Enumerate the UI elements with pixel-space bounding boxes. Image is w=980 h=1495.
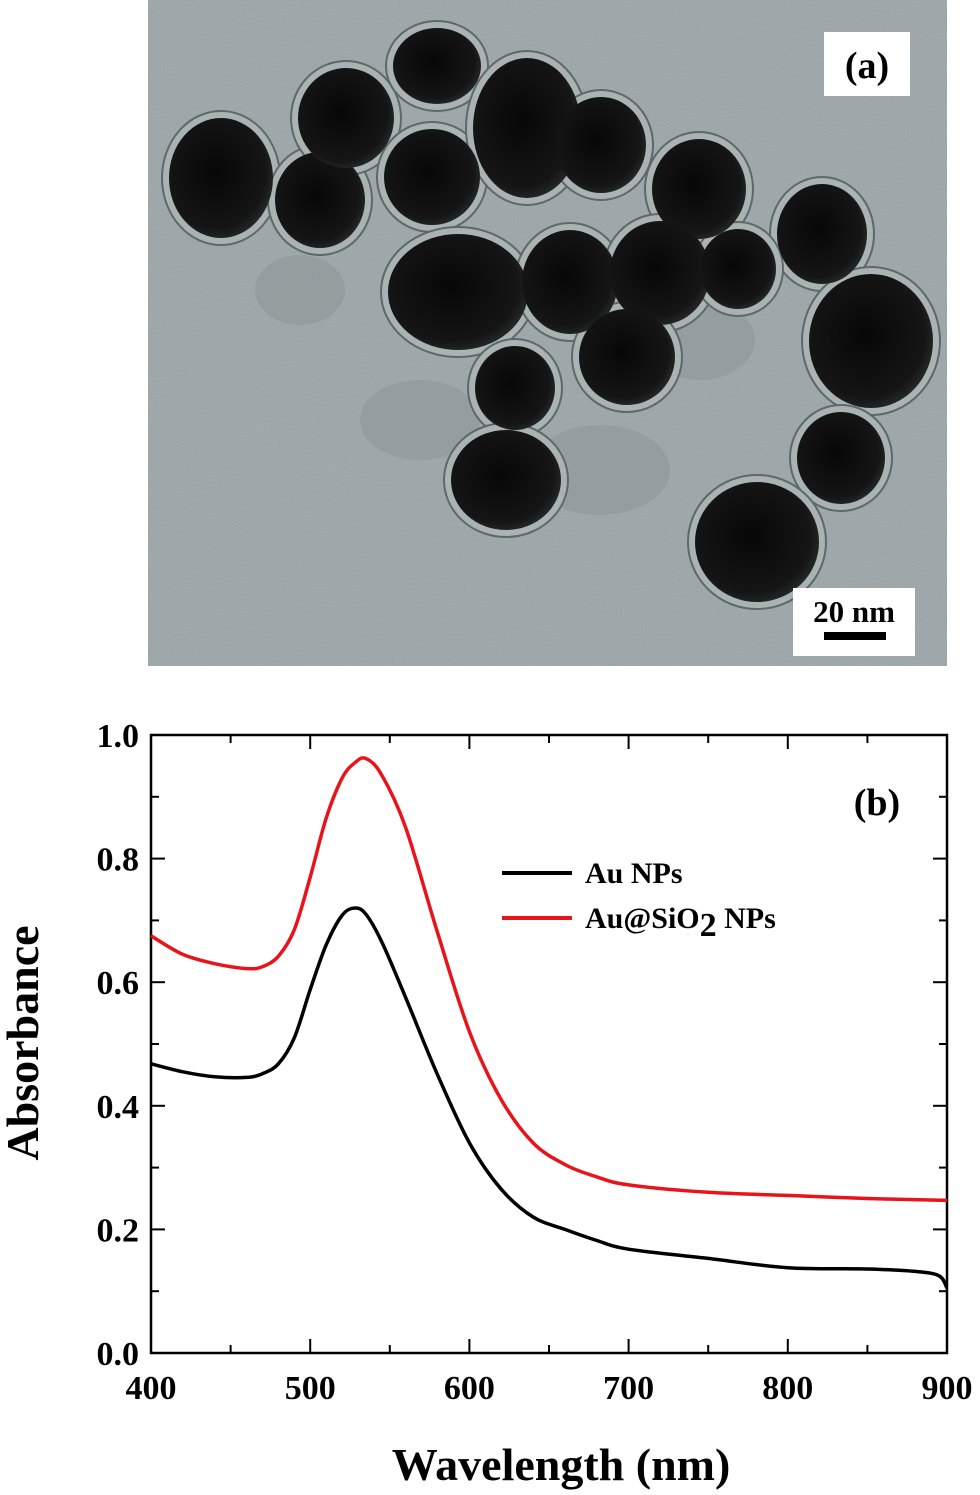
gold-nanoparticle <box>169 118 273 238</box>
x-tick-label: 800 <box>762 1370 813 1407</box>
series-line-au-sio2-nps <box>151 756 947 1203</box>
y-tick-label: 0.0 <box>97 1336 140 1373</box>
gold-nanoparticle <box>809 274 933 408</box>
gold-nanoparticle <box>393 28 481 104</box>
absorbance-chart: 400 500 600 700 800 900 0.0 0.2 0.4 0.6 0.8 1.0 (b… <box>0 718 973 1490</box>
legend: Au NPs Au@SiO2 NPs <box>502 857 776 944</box>
gold-nanoparticle <box>556 97 646 193</box>
panel-a-label-box <box>824 32 910 96</box>
y-tick-label: 0.4 <box>97 1089 140 1126</box>
scale-bar-label: 20 nm <box>813 594 895 629</box>
gold-nanoparticle <box>652 139 746 239</box>
gold-nanoparticle <box>388 234 528 350</box>
series-line-au-nps <box>151 906 947 1290</box>
x-tick-label: 500 <box>285 1370 336 1407</box>
y-tick-label: 0.8 <box>97 842 140 879</box>
scale-bar <box>824 632 886 640</box>
gold-nanoparticle <box>522 230 618 334</box>
y-axis-title: Absorbance <box>0 925 48 1160</box>
gold-nanoparticle <box>700 229 776 309</box>
x-tick-label: 600 <box>444 1370 495 1407</box>
gold-nanoparticle <box>473 58 581 198</box>
plot-frame <box>149 733 949 1355</box>
panel-b-label: (b) <box>854 782 900 824</box>
x-tick-label: 900 <box>922 1370 973 1407</box>
gold-nanoparticle <box>610 221 710 325</box>
y-tick-label: 0.6 <box>97 965 140 1002</box>
scale-bar-box <box>793 588 915 656</box>
tem-micrograph: (a) 20 nm <box>148 0 947 666</box>
gold-nanoparticle <box>797 412 885 504</box>
panel-a-label: (a) <box>845 45 889 87</box>
gold-nanoparticle <box>451 430 561 530</box>
gold-nanoparticle <box>579 309 675 405</box>
x-axis-title: Wavelength (nm) <box>392 1439 731 1490</box>
gold-nanoparticle <box>298 68 394 168</box>
gold-nanoparticle <box>475 346 555 430</box>
y-axis-ticks: 0.0 0.2 0.4 0.6 0.8 1.0 <box>97 718 947 1373</box>
x-axis-ticks: 400 500 600 700 800 900 <box>126 735 973 1407</box>
gold-nanoparticle <box>777 184 867 284</box>
legend-label-au: Au NPs <box>585 857 683 890</box>
gold-nanoparticle <box>695 482 819 602</box>
x-tick-label: 700 <box>603 1370 654 1407</box>
gold-nanoparticle <box>384 129 480 225</box>
y-tick-label: 1.0 <box>97 718 140 755</box>
gold-nanoparticles <box>169 28 933 602</box>
legend-label-ausio2: Au@SiO2 NPs <box>585 902 776 944</box>
series-lines <box>151 756 947 1290</box>
gold-nanoparticle <box>275 152 365 248</box>
y-tick-label: 0.2 <box>97 1212 140 1249</box>
x-tick-label: 400 <box>126 1370 177 1407</box>
